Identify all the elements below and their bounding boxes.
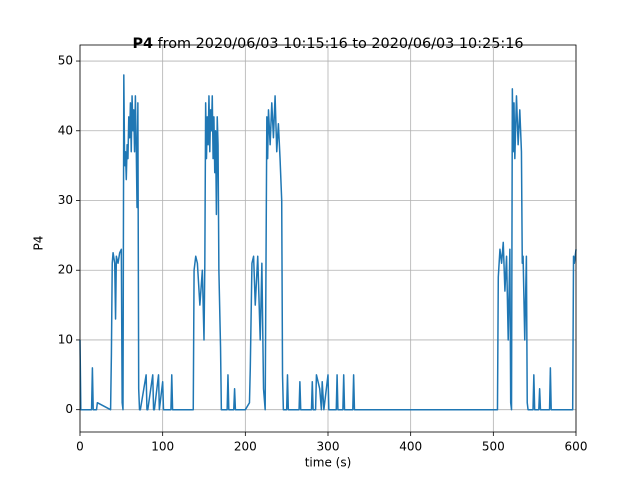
title-rest: from 2020/06/03 10:15:16 to 2020/06/03 1… (158, 36, 524, 52)
y-tick-label: 50 (58, 54, 73, 68)
y-tick-label: 10 (58, 332, 73, 346)
x-tick-label: 500 (482, 440, 505, 454)
y-tick-label: 30 (58, 193, 73, 207)
x-tick-label: 200 (234, 440, 257, 454)
x-tick-label: 300 (317, 440, 340, 454)
x-axis-label: time (s) (305, 456, 352, 470)
title-bold: P4 (132, 36, 153, 52)
y-tick-label: 40 (58, 123, 73, 137)
x-tick-label: 0 (76, 440, 84, 454)
y-tick-label: 0 (65, 402, 73, 416)
chart-title: P4 from 2020/06/03 10:15:16 to 2020/06/0… (132, 36, 523, 52)
x-tick-label: 600 (565, 440, 588, 454)
y-axis-label: P4 (32, 236, 46, 251)
x-tick-label: 400 (399, 440, 422, 454)
y-tick-label: 20 (58, 263, 73, 277)
data-line (79, 74, 577, 411)
plot-frame (79, 44, 577, 433)
x-tick-label: 100 (151, 440, 174, 454)
